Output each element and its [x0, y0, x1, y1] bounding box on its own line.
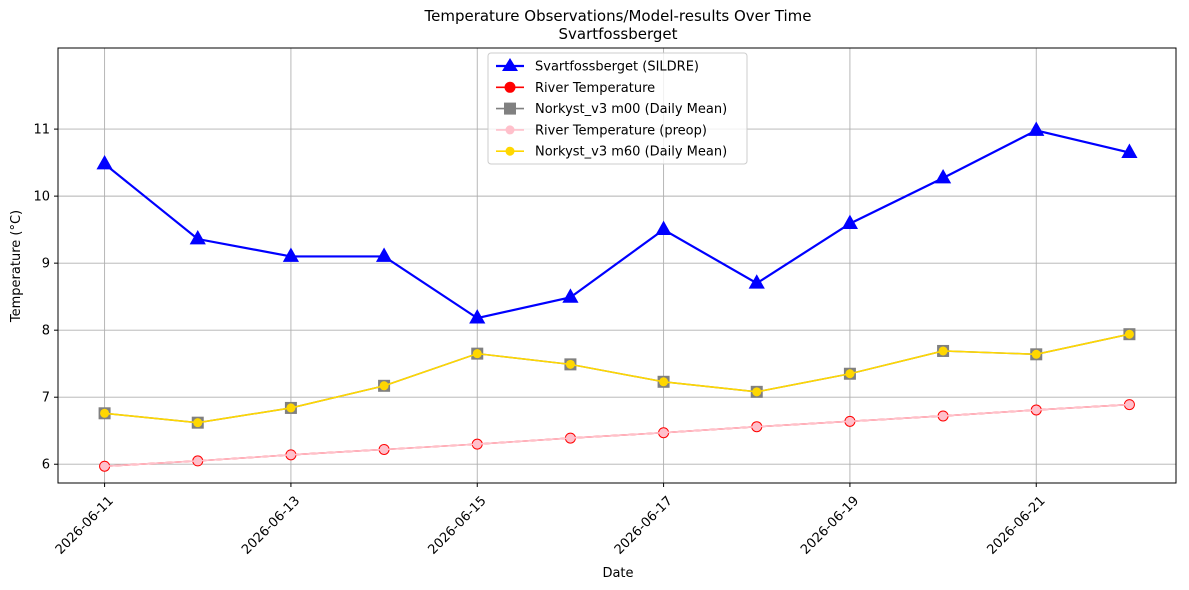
- legend-entry: River Temperature: [496, 81, 655, 96]
- y-tick-label: 8: [42, 324, 50, 339]
- series-line: [103, 129, 1130, 320]
- y-axis: 6 7 8 9 10 11: [33, 123, 58, 473]
- legend-swatch-marker: [502, 58, 518, 71]
- legend-box: [487, 52, 748, 165]
- legend-label: River Temperature: [535, 81, 655, 96]
- x-axis: 2026-06-11 2026-06-13 2026-06-15 2026-06-17…: [53, 483, 1049, 558]
- data-point: [845, 416, 855, 426]
- x-tick-label: 2026-06-17: [612, 494, 676, 558]
- data-point: [472, 439, 482, 449]
- series-line: [104, 403, 1130, 468]
- y-tick-label: 10: [33, 190, 50, 205]
- data-point: [100, 461, 110, 471]
- data-point: [659, 377, 669, 387]
- legend-entry: Norkyst_v3 m60 (Daily Mean): [496, 145, 727, 160]
- x-tick-label: 2026-06-21: [984, 494, 1048, 558]
- x-tick-label: 2026-06-11: [53, 494, 117, 558]
- chart-subtitle: Svartfossberget: [558, 25, 677, 43]
- series-4: [100, 329, 1134, 428]
- data-point: [1031, 405, 1041, 415]
- x-tick-label: 2026-06-15: [425, 494, 489, 558]
- data-point: [1124, 400, 1134, 410]
- data-point: [282, 247, 300, 262]
- data-point: [286, 403, 296, 413]
- legend-label: Svartfossberget (SILDRE): [535, 60, 699, 75]
- series-line: [104, 333, 1130, 424]
- data-point: [752, 387, 762, 397]
- legend: Svartfossberget (SILDRE) River Temperatur…: [487, 52, 748, 165]
- data-point: [565, 433, 575, 443]
- legend-swatch-marker: [504, 81, 516, 93]
- data-point: [375, 247, 393, 262]
- series-0: [96, 121, 1138, 324]
- legend-label: River Temperature (preop): [535, 123, 707, 138]
- plot-area-frame: [57, 47, 1177, 484]
- data-point: [100, 408, 110, 418]
- data-point: [845, 369, 855, 379]
- y-axis-label: Temperature (°C): [9, 210, 24, 323]
- data-point: [565, 359, 575, 369]
- legend-entry: Norkyst_v3 m00 (Daily Mean): [496, 102, 727, 117]
- series-line: [104, 333, 1130, 424]
- data-point: [379, 381, 389, 391]
- data-point: [96, 154, 113, 170]
- y-tick-label: 6: [42, 458, 50, 473]
- data-point: [193, 418, 203, 428]
- data-point: [841, 214, 859, 230]
- data-point: [469, 309, 486, 324]
- data-point: [748, 274, 765, 289]
- data-point: [752, 422, 762, 432]
- chart-title: Temperature Observations/Model-results O…: [423, 7, 811, 25]
- data-point: [472, 349, 482, 359]
- data-point: [1121, 143, 1138, 158]
- legend-swatch-marker: [505, 125, 515, 135]
- data-point: [938, 346, 948, 356]
- data-point: [193, 456, 203, 466]
- legend-label: Norkyst_v3 m00 (Daily Mean): [535, 102, 727, 117]
- legend-entry: River Temperature (preop): [496, 123, 707, 138]
- data-point: [379, 444, 389, 454]
- data-point: [1031, 349, 1041, 359]
- data-point: [1124, 329, 1134, 339]
- data-point: [934, 169, 952, 184]
- legend-swatch-marker: [504, 102, 516, 115]
- legend-swatch-marker: [505, 146, 515, 156]
- data-point: [562, 288, 579, 303]
- y-tick-label: 11: [33, 123, 50, 138]
- x-axis-label: Date: [602, 566, 633, 581]
- series-3: [100, 400, 1134, 471]
- data-point: [655, 220, 672, 236]
- legend-label: Norkyst_v3 m60 (Daily Mean): [535, 145, 727, 160]
- x-tick-label: 2026-06-13: [239, 494, 303, 558]
- data-point: [659, 428, 669, 438]
- y-tick-label: 9: [42, 257, 50, 272]
- data-point: [189, 230, 206, 245]
- legend-entry: Svartfossberget (SILDRE): [496, 58, 699, 75]
- data-point: [1028, 121, 1045, 136]
- data-point: [286, 450, 296, 460]
- data-point: [938, 411, 948, 421]
- y-tick-label: 7: [42, 391, 50, 406]
- x-tick-label: 2026-06-19: [798, 494, 862, 558]
- series-layer: [96, 121, 1138, 472]
